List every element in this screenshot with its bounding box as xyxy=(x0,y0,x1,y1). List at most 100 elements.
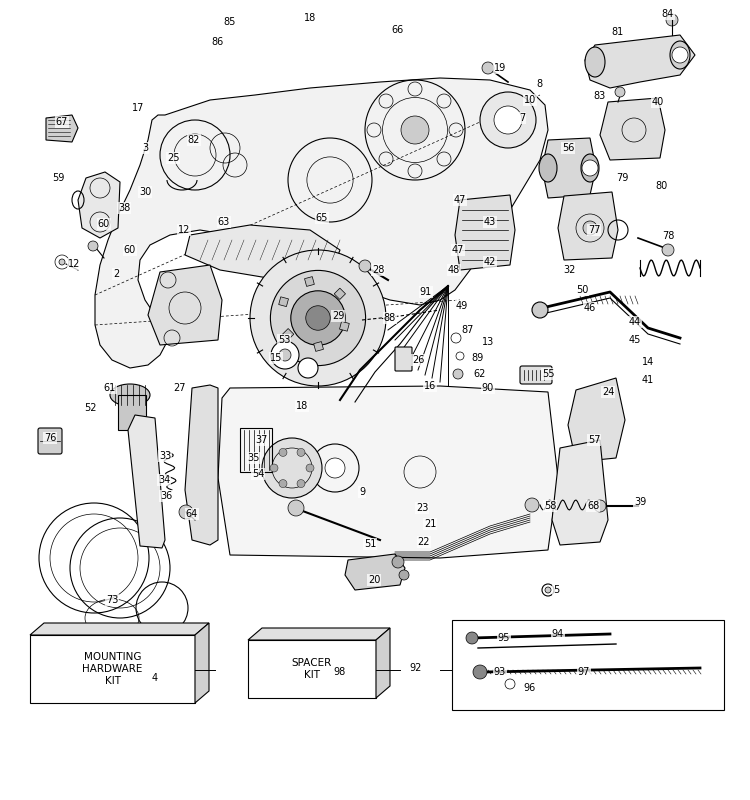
Text: 56: 56 xyxy=(562,143,574,153)
Text: 55: 55 xyxy=(542,369,554,379)
Text: 5: 5 xyxy=(553,585,559,595)
Circle shape xyxy=(532,302,548,318)
Text: 94: 94 xyxy=(552,629,564,639)
Text: 48: 48 xyxy=(448,265,460,275)
Text: 60: 60 xyxy=(98,219,110,229)
Text: 92: 92 xyxy=(410,663,422,673)
Polygon shape xyxy=(558,192,618,260)
Text: 93: 93 xyxy=(494,667,506,677)
Text: 37: 37 xyxy=(256,435,268,445)
Circle shape xyxy=(466,632,478,644)
Text: 29: 29 xyxy=(332,311,344,321)
Circle shape xyxy=(453,369,463,379)
Circle shape xyxy=(279,349,291,361)
Circle shape xyxy=(583,221,597,235)
Polygon shape xyxy=(30,623,209,635)
Circle shape xyxy=(582,160,598,176)
Circle shape xyxy=(672,47,688,63)
Polygon shape xyxy=(46,115,78,142)
Text: 85: 85 xyxy=(224,17,236,27)
Text: MOUNTING
HARDWARE
KIT: MOUNTING HARDWARE KIT xyxy=(82,653,142,686)
Text: 59: 59 xyxy=(52,173,64,183)
Text: 38: 38 xyxy=(118,203,130,213)
Bar xyxy=(304,277,314,286)
Text: 58: 58 xyxy=(544,501,556,511)
Text: 39: 39 xyxy=(634,497,646,507)
Circle shape xyxy=(179,505,193,519)
Text: 13: 13 xyxy=(482,337,494,347)
Text: 28: 28 xyxy=(372,265,384,275)
Text: 19: 19 xyxy=(494,63,506,73)
Circle shape xyxy=(271,341,299,369)
Circle shape xyxy=(473,665,487,679)
Text: 98: 98 xyxy=(334,667,346,677)
Text: 82: 82 xyxy=(188,135,200,145)
Text: 12: 12 xyxy=(178,225,190,235)
Bar xyxy=(283,329,294,340)
Text: 2: 2 xyxy=(112,269,119,279)
Text: 9: 9 xyxy=(359,487,365,497)
Text: 79: 79 xyxy=(616,173,628,183)
Bar xyxy=(30,635,195,703)
Text: 43: 43 xyxy=(484,217,496,227)
Ellipse shape xyxy=(585,47,605,77)
Text: 33: 33 xyxy=(159,451,171,461)
Text: 12: 12 xyxy=(68,259,80,269)
Text: 52: 52 xyxy=(84,403,96,413)
Polygon shape xyxy=(248,628,390,640)
Circle shape xyxy=(291,291,345,346)
Text: 49: 49 xyxy=(456,301,468,311)
Text: 97: 97 xyxy=(578,667,590,677)
Circle shape xyxy=(482,62,494,74)
Text: 40: 40 xyxy=(652,97,664,107)
Bar xyxy=(334,288,346,299)
Circle shape xyxy=(250,250,386,386)
Text: 67: 67 xyxy=(56,117,68,127)
Circle shape xyxy=(525,498,539,512)
Polygon shape xyxy=(552,440,608,545)
Text: 4: 4 xyxy=(152,673,158,683)
Text: 84: 84 xyxy=(662,9,674,19)
Circle shape xyxy=(451,333,461,343)
Polygon shape xyxy=(95,78,548,368)
Text: 53: 53 xyxy=(278,335,290,345)
Text: 87: 87 xyxy=(462,325,474,335)
Text: 8: 8 xyxy=(536,79,542,89)
Text: 47: 47 xyxy=(454,195,466,205)
Bar xyxy=(452,620,724,710)
Text: SPACER
KIT: SPACER KIT xyxy=(292,658,332,680)
Circle shape xyxy=(297,449,305,457)
Text: 77: 77 xyxy=(588,225,600,235)
Text: 18: 18 xyxy=(304,13,316,23)
Circle shape xyxy=(359,260,371,272)
Text: 7: 7 xyxy=(519,113,525,123)
Polygon shape xyxy=(185,385,218,545)
Text: 21: 21 xyxy=(424,519,436,529)
Text: 27: 27 xyxy=(174,383,186,393)
Text: 15: 15 xyxy=(270,353,282,363)
Circle shape xyxy=(399,570,409,580)
Text: 24: 24 xyxy=(602,387,614,397)
Text: 96: 96 xyxy=(524,683,536,693)
Text: 78: 78 xyxy=(662,231,674,241)
Text: 14: 14 xyxy=(642,357,654,367)
Polygon shape xyxy=(568,378,625,462)
Circle shape xyxy=(59,259,65,265)
Circle shape xyxy=(288,500,304,516)
Text: 88: 88 xyxy=(384,313,396,323)
Circle shape xyxy=(392,556,404,568)
Text: 46: 46 xyxy=(584,303,596,313)
Text: 30: 30 xyxy=(139,187,151,197)
Text: 42: 42 xyxy=(484,257,496,267)
Text: 51: 51 xyxy=(364,539,376,549)
Text: 17: 17 xyxy=(132,103,144,113)
Text: 10: 10 xyxy=(524,95,536,105)
Circle shape xyxy=(666,14,678,26)
Text: 45: 45 xyxy=(628,335,641,345)
Ellipse shape xyxy=(581,154,599,182)
Circle shape xyxy=(401,116,429,144)
Text: 25: 25 xyxy=(166,153,179,163)
Text: 64: 64 xyxy=(186,509,198,519)
Circle shape xyxy=(297,479,305,487)
Polygon shape xyxy=(585,35,695,88)
